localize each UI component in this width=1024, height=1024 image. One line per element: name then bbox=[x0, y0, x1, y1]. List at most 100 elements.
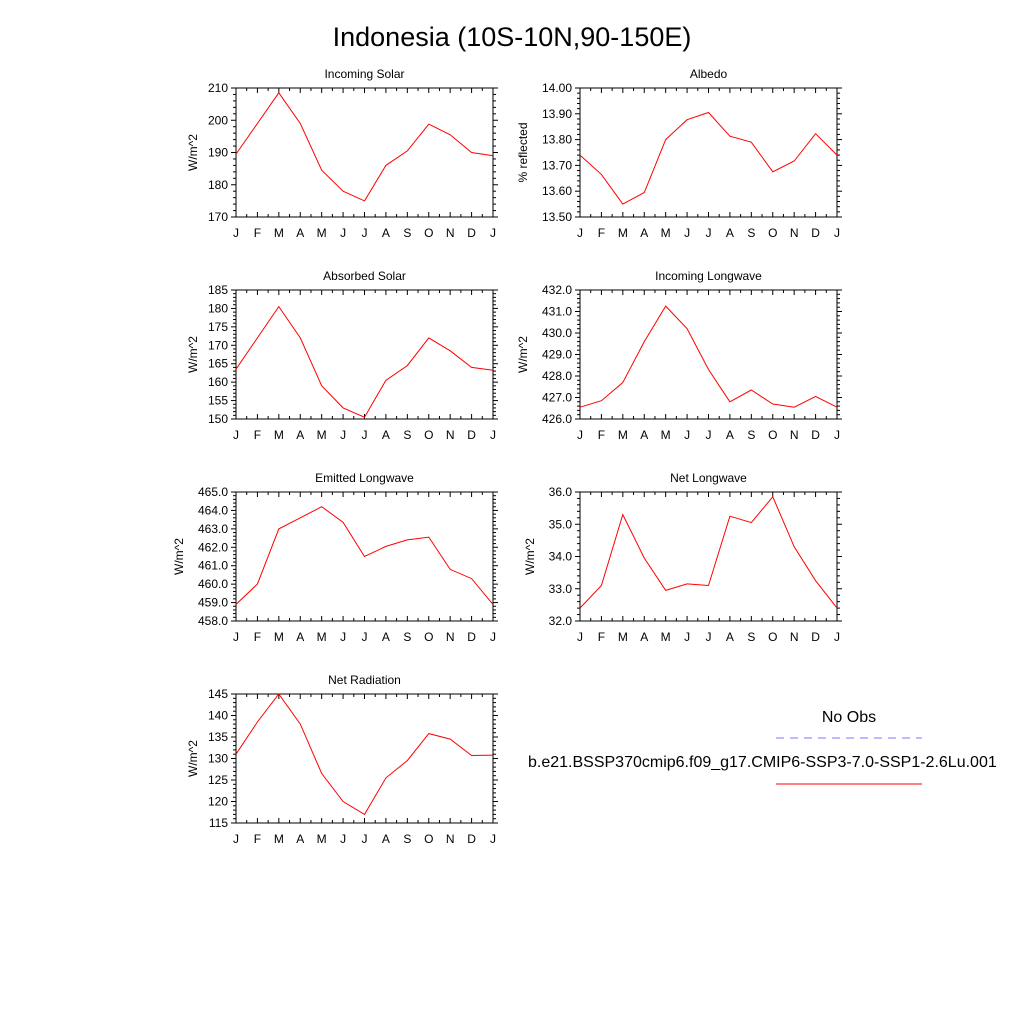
x-tick-label: O bbox=[768, 630, 777, 644]
y-tick-label: 150 bbox=[208, 412, 228, 426]
x-tick-label: N bbox=[446, 226, 455, 240]
x-tick-label: J bbox=[490, 832, 496, 846]
y-axis-label: W/m^2 bbox=[172, 538, 186, 575]
x-tick-label: J bbox=[834, 226, 840, 240]
y-axis-label: W/m^2 bbox=[186, 336, 200, 373]
x-tick-label: J bbox=[340, 226, 346, 240]
y-tick-label: 165 bbox=[208, 357, 228, 371]
x-tick-label: F bbox=[254, 832, 261, 846]
y-tick-label: 210 bbox=[208, 81, 228, 95]
x-tick-label: A bbox=[382, 428, 390, 442]
x-tick-label: D bbox=[467, 630, 476, 644]
y-tick-label: 170 bbox=[208, 338, 228, 352]
figure-title: Indonesia (10S-10N,90-150E) bbox=[333, 22, 692, 52]
x-tick-label: M bbox=[618, 630, 628, 644]
x-tick-label: D bbox=[467, 226, 476, 240]
x-tick-label: A bbox=[296, 630, 304, 644]
x-tick-label: M bbox=[274, 832, 284, 846]
x-tick-label: J bbox=[577, 226, 583, 240]
x-tick-label: M bbox=[317, 630, 327, 644]
x-tick-label: J bbox=[706, 428, 712, 442]
x-tick-label: F bbox=[254, 226, 261, 240]
x-tick-label: O bbox=[768, 428, 777, 442]
series-line bbox=[579, 111, 838, 205]
y-tick-label: 115 bbox=[209, 816, 228, 830]
x-tick-label: S bbox=[403, 630, 411, 644]
x-tick-label: A bbox=[382, 226, 390, 240]
y-tick-label: 430.0 bbox=[542, 326, 572, 340]
x-tick-label: M bbox=[317, 226, 327, 240]
y-tick-label: 13.90 bbox=[542, 107, 572, 121]
panel-title: Albedo bbox=[690, 67, 728, 81]
x-tick-label: A bbox=[296, 428, 304, 442]
x-tick-label: O bbox=[424, 226, 433, 240]
panel-title: Incoming Longwave bbox=[655, 269, 762, 283]
x-tick-label: A bbox=[296, 226, 304, 240]
x-tick-label: O bbox=[424, 832, 433, 846]
x-tick-label: M bbox=[317, 832, 327, 846]
y-tick-label: 427.0 bbox=[542, 391, 572, 405]
x-tick-label: M bbox=[618, 428, 628, 442]
x-tick-label: M bbox=[274, 226, 284, 240]
y-tick-label: 13.70 bbox=[542, 158, 572, 172]
x-tick-label: J bbox=[684, 428, 690, 442]
x-tick-label: J bbox=[362, 832, 368, 846]
x-tick-label: O bbox=[424, 428, 433, 442]
x-tick-label: F bbox=[598, 428, 605, 442]
x-tick-label: J bbox=[684, 630, 690, 644]
x-tick-label: F bbox=[598, 630, 605, 644]
y-tick-label: 426.0 bbox=[542, 412, 572, 426]
y-axis-label: W/m^2 bbox=[516, 336, 530, 373]
x-tick-label: A bbox=[640, 630, 648, 644]
y-tick-label: 130 bbox=[208, 752, 228, 766]
x-tick-label: J bbox=[577, 630, 583, 644]
y-tick-label: 34.0 bbox=[549, 550, 573, 564]
y-tick-label: 180 bbox=[208, 178, 228, 192]
x-tick-label: D bbox=[811, 428, 820, 442]
series-line bbox=[235, 693, 494, 816]
plot-frame bbox=[235, 87, 494, 218]
x-tick-label: J bbox=[706, 630, 712, 644]
x-tick-label: A bbox=[382, 832, 390, 846]
y-axis-label: W/m^2 bbox=[523, 538, 537, 575]
x-tick-label: S bbox=[747, 428, 755, 442]
y-tick-label: 459.0 bbox=[198, 596, 228, 610]
x-tick-label: S bbox=[747, 630, 755, 644]
x-tick-label: D bbox=[811, 226, 820, 240]
plot-frame bbox=[579, 491, 838, 622]
x-tick-label: J bbox=[233, 226, 239, 240]
y-tick-label: 36.0 bbox=[549, 485, 573, 499]
x-tick-label: N bbox=[446, 832, 455, 846]
x-tick-label: D bbox=[811, 630, 820, 644]
plot-frame bbox=[235, 693, 494, 824]
x-tick-label: F bbox=[254, 630, 261, 644]
y-tick-label: 175 bbox=[208, 320, 228, 334]
legend-obs-label: No Obs bbox=[822, 709, 876, 726]
x-tick-label: M bbox=[274, 428, 284, 442]
x-tick-label: J bbox=[684, 226, 690, 240]
y-tick-label: 125 bbox=[208, 773, 228, 787]
y-tick-label: 462.0 bbox=[198, 540, 228, 554]
x-tick-label: A bbox=[296, 832, 304, 846]
x-tick-label: M bbox=[274, 630, 284, 644]
x-tick-label: J bbox=[490, 630, 496, 644]
x-tick-label: J bbox=[340, 832, 346, 846]
x-tick-label: J bbox=[706, 226, 712, 240]
y-tick-label: 200 bbox=[208, 113, 228, 127]
legend-model-label: b.e21.BSSP370cmip6.f09_g17.CMIP6-SSP3-7.… bbox=[528, 754, 997, 771]
x-tick-label: S bbox=[403, 428, 411, 442]
y-tick-label: 32.0 bbox=[549, 614, 573, 628]
legend: No Obs b.e21.BSSP370cmip6.f09_g17.CMIP6-… bbox=[528, 709, 997, 785]
x-tick-label: N bbox=[446, 630, 455, 644]
plot-frame bbox=[579, 289, 838, 420]
x-tick-label: J bbox=[233, 832, 239, 846]
series-line bbox=[235, 91, 494, 202]
x-tick-label: J bbox=[490, 428, 496, 442]
x-tick-label: J bbox=[340, 428, 346, 442]
